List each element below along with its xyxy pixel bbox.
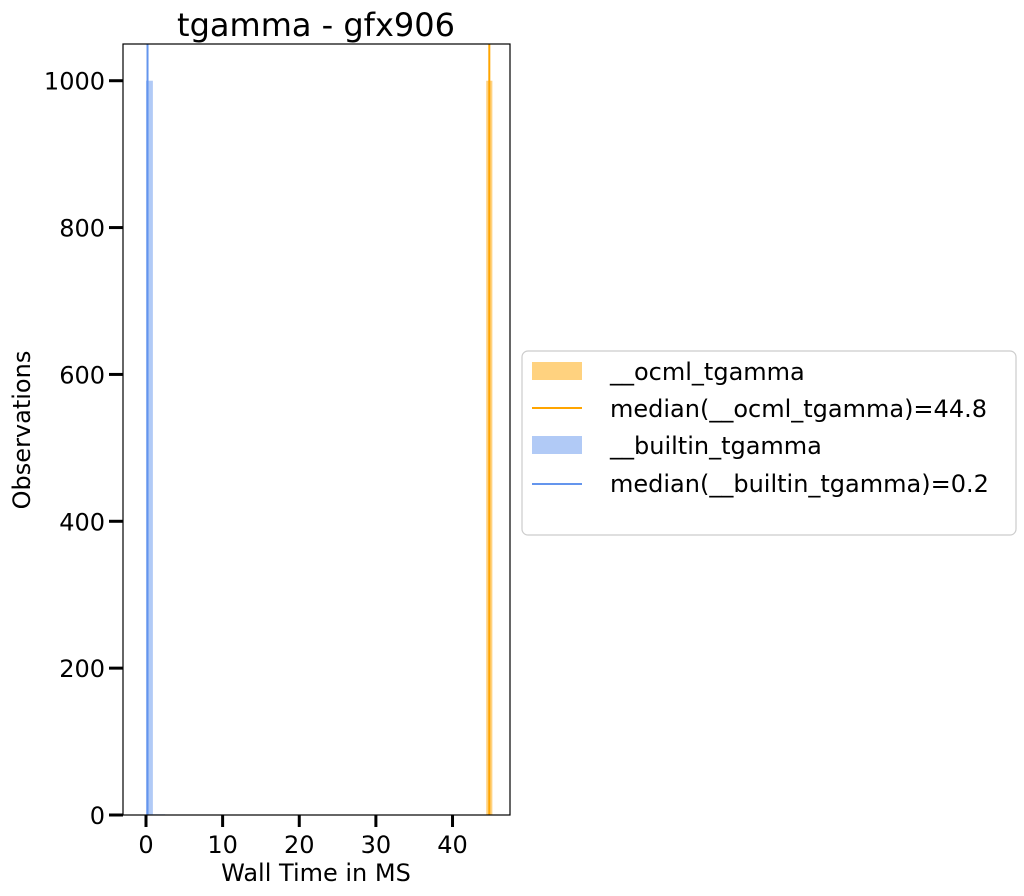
y-tick-label: 200: [59, 655, 105, 683]
y-tick-label: 800: [59, 215, 105, 243]
legend: __ocml_tgamma median(__ocml_tgamma)=44.8…: [521, 350, 1017, 536]
x-axis: 0 10 20 30 40: [138, 815, 468, 859]
x-tick-label: 20: [284, 831, 315, 859]
y-tick-label: 0: [90, 802, 105, 830]
y-tick-label: 1000: [44, 68, 105, 96]
legend-label-builtin-median: median(__builtin_tgamma)=0.2: [610, 470, 989, 498]
y-tick-label: 400: [59, 508, 105, 536]
chart-title: tgamma - gfx906: [177, 6, 455, 44]
plot-frame: [122, 43, 511, 816]
x-tick-label: 0: [138, 831, 153, 859]
legend-label-ocml-hist: __ocml_tgamma: [609, 358, 805, 386]
x-tick-label: 40: [437, 831, 468, 859]
legend-label-builtin-hist: __builtin_tgamma: [609, 432, 822, 460]
plot-area: [145, 44, 493, 816]
x-axis-label: Wall Time in MS: [221, 859, 411, 887]
y-tick-label: 600: [59, 361, 105, 389]
legend-swatch-builtin-hist: [532, 436, 582, 454]
legend-label-ocml-median: median(__ocml_tgamma)=44.8: [610, 395, 987, 423]
legend-frame: [521, 350, 1017, 536]
y-axis: 0 200 400 600 800 1000: [44, 68, 123, 830]
x-tick-label: 10: [207, 831, 238, 859]
histogram-bar-1-0: [145, 80, 153, 815]
x-tick-label: 30: [361, 831, 392, 859]
y-axis-label: Observations: [8, 351, 36, 510]
legend-swatch-ocml-hist: [532, 362, 582, 380]
